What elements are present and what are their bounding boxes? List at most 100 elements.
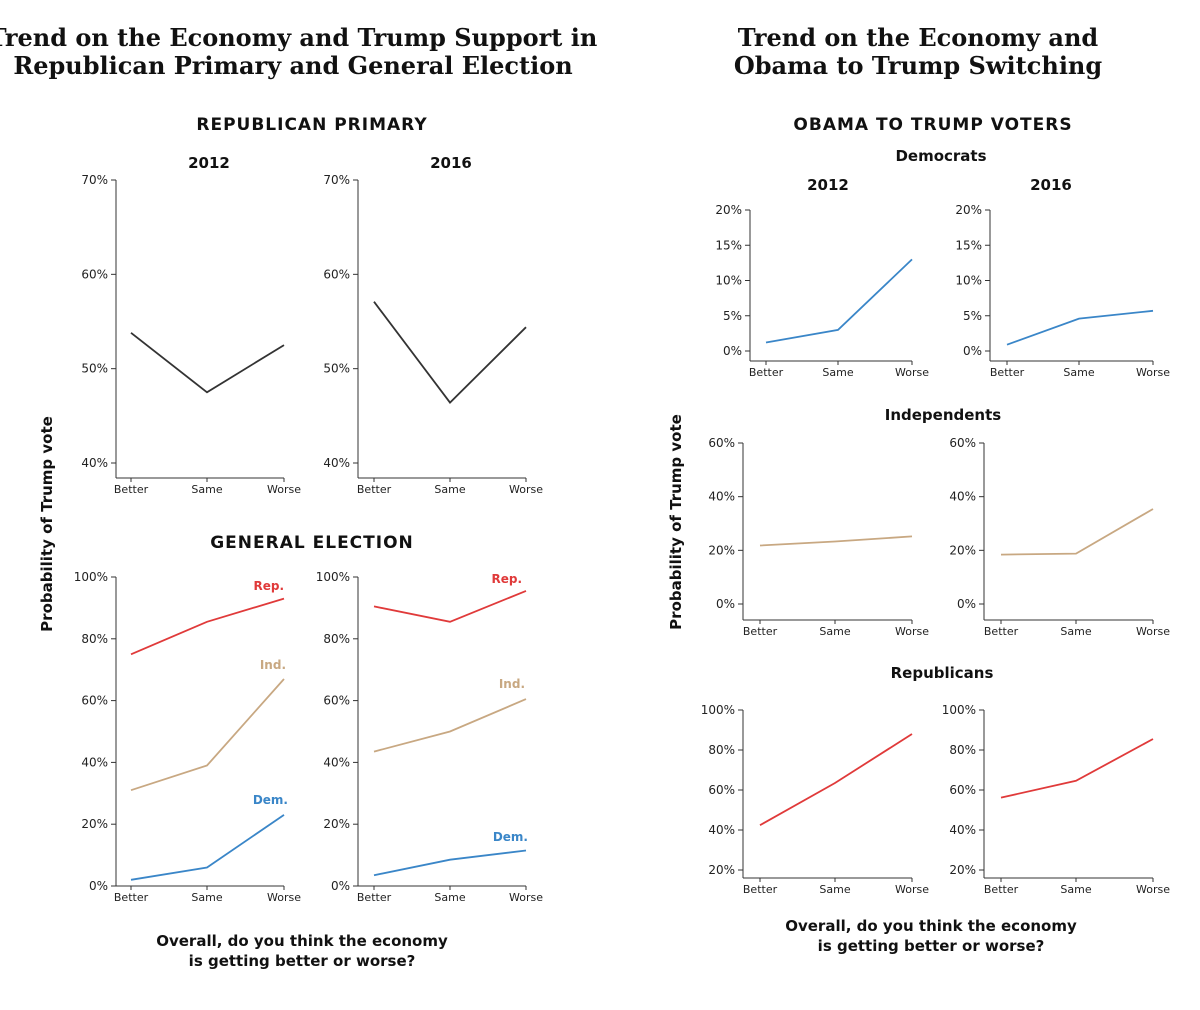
y-tick-label: 80%	[949, 743, 976, 757]
primary-year-2012: 2012	[188, 154, 230, 172]
panel-dem-2012: 0% 5% 10% 15% 20% Better Same Worse	[715, 203, 929, 379]
y-tick-label: 60%	[323, 267, 350, 281]
y-tick-label: 60%	[81, 267, 108, 281]
x-tick-label: Same	[822, 366, 853, 379]
y-tick-label: 100%	[316, 570, 350, 584]
x-tick-label: Better	[984, 625, 1019, 638]
panel-general-2016: 0% 20% 40% 60% 80% 100% Better Same Worse Rep. Ind…	[316, 570, 544, 904]
series-line-rep	[130, 597, 285, 656]
y-tick-label: 40%	[949, 823, 976, 837]
series-line	[759, 535, 913, 547]
series-line-dem	[373, 849, 527, 877]
x-tick-label: Worse	[895, 366, 929, 379]
y-tick-label: 0%	[89, 879, 108, 893]
series-line-rep	[373, 590, 527, 623]
y-tick-label: 70%	[323, 173, 350, 187]
series-line	[765, 258, 913, 344]
y-tick-label: 50%	[81, 362, 108, 376]
x-tick-label: Worse	[267, 483, 301, 496]
series-line-ind	[130, 678, 285, 792]
y-tick-label: 40%	[323, 755, 350, 769]
y-tick-label: 0%	[331, 879, 350, 893]
y-tick-label: 0%	[957, 597, 976, 611]
series-line	[1000, 508, 1154, 556]
x-tick-label: Same	[191, 891, 222, 904]
y-tick-label: 80%	[708, 743, 735, 757]
panel-primary-2012: 40% 50% 60% 70% Better Same Worse	[81, 173, 301, 496]
series-label-ind: Ind.	[499, 677, 525, 691]
y-tick-label: 50%	[323, 362, 350, 376]
y-tick-label: 0%	[963, 344, 982, 358]
y-tick-label: 15%	[715, 238, 742, 252]
y-tick-label: 60%	[323, 694, 350, 708]
y-tick-label: 80%	[81, 632, 108, 646]
x-tick-label: Same	[1060, 883, 1091, 896]
right-title-line2: Obama to Trump Switching	[734, 51, 1103, 80]
y-tick-label: 0%	[716, 597, 735, 611]
left-x-axis-label-line2: is getting better or worse?	[189, 952, 416, 970]
series-line	[1000, 738, 1154, 799]
y-tick-label: 20%	[323, 817, 350, 831]
series-label-ind: Ind.	[260, 658, 286, 672]
section-obama-to-trump-voters: OBAMA TO TRUMP VOTERS	[793, 115, 1072, 135]
x-tick-label: Better	[743, 625, 778, 638]
y-tick-label: 20%	[955, 203, 982, 217]
y-tick-label: 5%	[723, 309, 742, 323]
x-tick-label: Worse	[509, 483, 543, 496]
series-line	[759, 733, 913, 826]
series-label-rep: Rep.	[253, 579, 284, 593]
x-tick-label: Same	[434, 891, 465, 904]
x-tick-label: Better	[743, 883, 778, 896]
y-tick-label: 70%	[81, 173, 108, 187]
series-line	[130, 332, 285, 394]
x-tick-label: Worse	[1136, 625, 1170, 638]
y-tick-label: 10%	[955, 274, 982, 288]
series-label-rep: Rep.	[491, 572, 522, 586]
series-line-ind	[373, 698, 527, 753]
y-tick-label: 10%	[715, 274, 742, 288]
x-tick-label: Worse	[895, 625, 929, 638]
x-tick-label: Better	[114, 483, 149, 496]
y-tick-label: 60%	[81, 694, 108, 708]
y-tick-label: 20%	[949, 863, 976, 877]
panel-rep-2016: 20% 40% 60% 80% 100% Better Same Worse	[942, 703, 1171, 896]
right-title-line1: Trend on the Economy and	[738, 23, 1099, 52]
x-tick-label: Same	[434, 483, 465, 496]
right-year-2012: 2012	[807, 176, 849, 194]
series-line	[373, 301, 527, 404]
y-tick-label: 20%	[715, 203, 742, 217]
y-tick-label: 100%	[74, 570, 108, 584]
series-line-dem	[130, 814, 285, 881]
y-tick-label: 15%	[955, 238, 982, 252]
y-tick-label: 40%	[81, 456, 108, 470]
x-tick-label: Worse	[267, 891, 301, 904]
x-tick-label: Better	[749, 366, 784, 379]
x-tick-label: Same	[1063, 366, 1094, 379]
y-tick-label: 40%	[949, 490, 976, 504]
y-tick-label: 60%	[949, 783, 976, 797]
y-tick-label: 60%	[708, 783, 735, 797]
y-tick-label: 5%	[963, 309, 982, 323]
right-y-axis-label: Probability of Trump vote	[667, 414, 685, 630]
right-x-axis-label-line2: is getting better or worse?	[818, 937, 1045, 955]
y-tick-label: 20%	[708, 543, 735, 557]
primary-year-2016: 2016	[430, 154, 472, 172]
section-republican-primary: REPUBLICAN PRIMARY	[196, 115, 427, 135]
x-tick-label: Better	[114, 891, 149, 904]
group-republicans: Republicans	[891, 664, 994, 682]
x-tick-label: Worse	[1136, 366, 1170, 379]
x-tick-label: Better	[990, 366, 1025, 379]
left-title-line2: Republican Primary and General Election	[13, 51, 572, 80]
y-tick-label: 40%	[708, 823, 735, 837]
x-tick-label: Worse	[895, 883, 929, 896]
panel-ind-2012: 0% 20% 40% 60% Better Same Worse	[708, 436, 929, 638]
y-tick-label: 0%	[723, 344, 742, 358]
series-label-dem: Dem.	[493, 830, 528, 844]
y-tick-label: 100%	[942, 703, 976, 717]
panel-general-2012: 0% 20% 40% 60% 80% 100% Better Same Worse Rep. Ind…	[74, 570, 302, 904]
left-y-axis-label: Probability of Trump vote	[38, 416, 56, 632]
x-tick-label: Better	[984, 883, 1019, 896]
x-tick-label: Same	[819, 625, 850, 638]
panel-ind-2016: 0% 20% 40% 60% Better Same Worse	[949, 436, 1170, 638]
